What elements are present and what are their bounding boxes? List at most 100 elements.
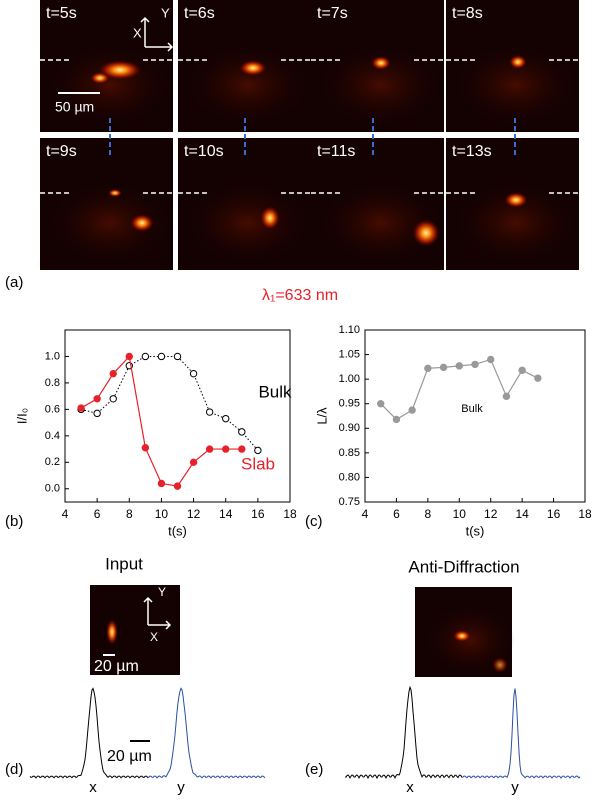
haze	[188, 183, 308, 263]
label: 0.80	[339, 471, 360, 483]
haze	[50, 45, 170, 125]
series-marker	[424, 364, 432, 373]
series-marker	[377, 400, 385, 408]
label: X	[133, 25, 142, 40]
beam-spot	[130, 214, 154, 232]
label: (d)	[5, 761, 23, 778]
label: Anti-Diffraction	[408, 557, 519, 576]
label: x	[406, 779, 414, 796]
label: 4	[362, 507, 369, 521]
haze	[425, 605, 515, 675]
haze	[456, 45, 576, 125]
label: 16	[251, 507, 265, 521]
label: 0.90	[339, 422, 360, 434]
label: 16	[547, 507, 561, 521]
label: 18	[578, 507, 592, 521]
profile-x	[344, 685, 463, 780]
series-marker	[439, 363, 448, 372]
label: t=9s	[46, 143, 77, 160]
label: t=7s	[317, 5, 348, 22]
label: t=8s	[452, 5, 483, 22]
label: t(s)	[466, 523, 485, 538]
input-image	[90, 585, 180, 675]
label: 1.00	[339, 373, 360, 385]
label: λ₁=633 nm	[262, 287, 338, 304]
series-marker	[141, 444, 150, 452]
label: 14	[219, 507, 233, 521]
label: Y	[161, 5, 170, 20]
series-marker	[157, 479, 166, 488]
series-marker	[534, 374, 542, 382]
series-marker	[518, 366, 526, 374]
beam-spot	[371, 56, 391, 70]
haze	[321, 45, 441, 125]
label: 50 µm	[55, 99, 94, 115]
series-marker	[222, 414, 230, 423]
label: 1.05	[339, 348, 360, 360]
beam-spot	[504, 192, 528, 208]
label: 6	[94, 507, 101, 521]
label: I/I₀	[14, 408, 29, 424]
series-marker	[157, 352, 166, 361]
label: 0.2	[45, 456, 60, 468]
label: L/λ	[314, 407, 329, 425]
series-marker	[392, 415, 401, 424]
label: 4	[62, 507, 69, 521]
label: 10	[453, 507, 467, 521]
series-marker	[408, 406, 416, 414]
series-marker	[455, 362, 463, 370]
label: X	[150, 630, 158, 644]
label: Y	[158, 585, 166, 599]
series-line	[80, 355, 242, 487]
series-marker	[173, 352, 182, 361]
series-marker	[189, 458, 198, 467]
profile-y	[461, 688, 581, 779]
beam-spot	[106, 619, 118, 645]
series-marker	[189, 369, 198, 378]
haze	[188, 45, 308, 125]
series-marker	[238, 445, 246, 453]
label: 0.85	[339, 447, 360, 459]
beam-spot	[453, 630, 471, 642]
profile-y	[147, 687, 266, 779]
plot-frame	[364, 329, 586, 503]
label: (c)	[305, 513, 323, 530]
label: 0.6	[45, 403, 60, 415]
label: 1.0	[45, 350, 60, 362]
label: t=11s	[317, 143, 355, 160]
label: (b)	[5, 513, 23, 530]
profile-x	[29, 687, 149, 779]
beam-spot	[509, 55, 527, 69]
label: 12	[484, 507, 498, 521]
label: Slab	[241, 454, 275, 473]
label: 1.10	[339, 324, 360, 336]
label: 20 µm	[94, 658, 139, 675]
series-marker	[487, 355, 495, 364]
beam-spot	[90, 72, 110, 84]
series-marker	[254, 446, 262, 455]
haze	[50, 183, 170, 263]
series-marker	[109, 369, 117, 378]
label: 20 µm	[107, 748, 152, 765]
label: (a)	[5, 274, 23, 291]
series-marker	[125, 352, 133, 361]
label: 8	[425, 507, 432, 521]
label: x	[89, 779, 97, 796]
axis-arrows	[140, 16, 174, 52]
label: 0.8	[45, 377, 60, 389]
label: 8	[126, 507, 133, 521]
label: 14	[515, 507, 529, 521]
label: 12	[187, 507, 201, 521]
label: 0.4	[45, 430, 60, 442]
label: Bulk	[461, 403, 483, 415]
series-marker	[471, 360, 479, 369]
label: (e)	[305, 761, 323, 778]
series-line	[80, 355, 259, 451]
beam-spot	[108, 189, 122, 197]
series-marker	[93, 395, 101, 403]
series-marker	[222, 445, 230, 453]
series-marker	[141, 352, 150, 361]
haze	[456, 183, 576, 263]
label: y	[177, 779, 185, 796]
